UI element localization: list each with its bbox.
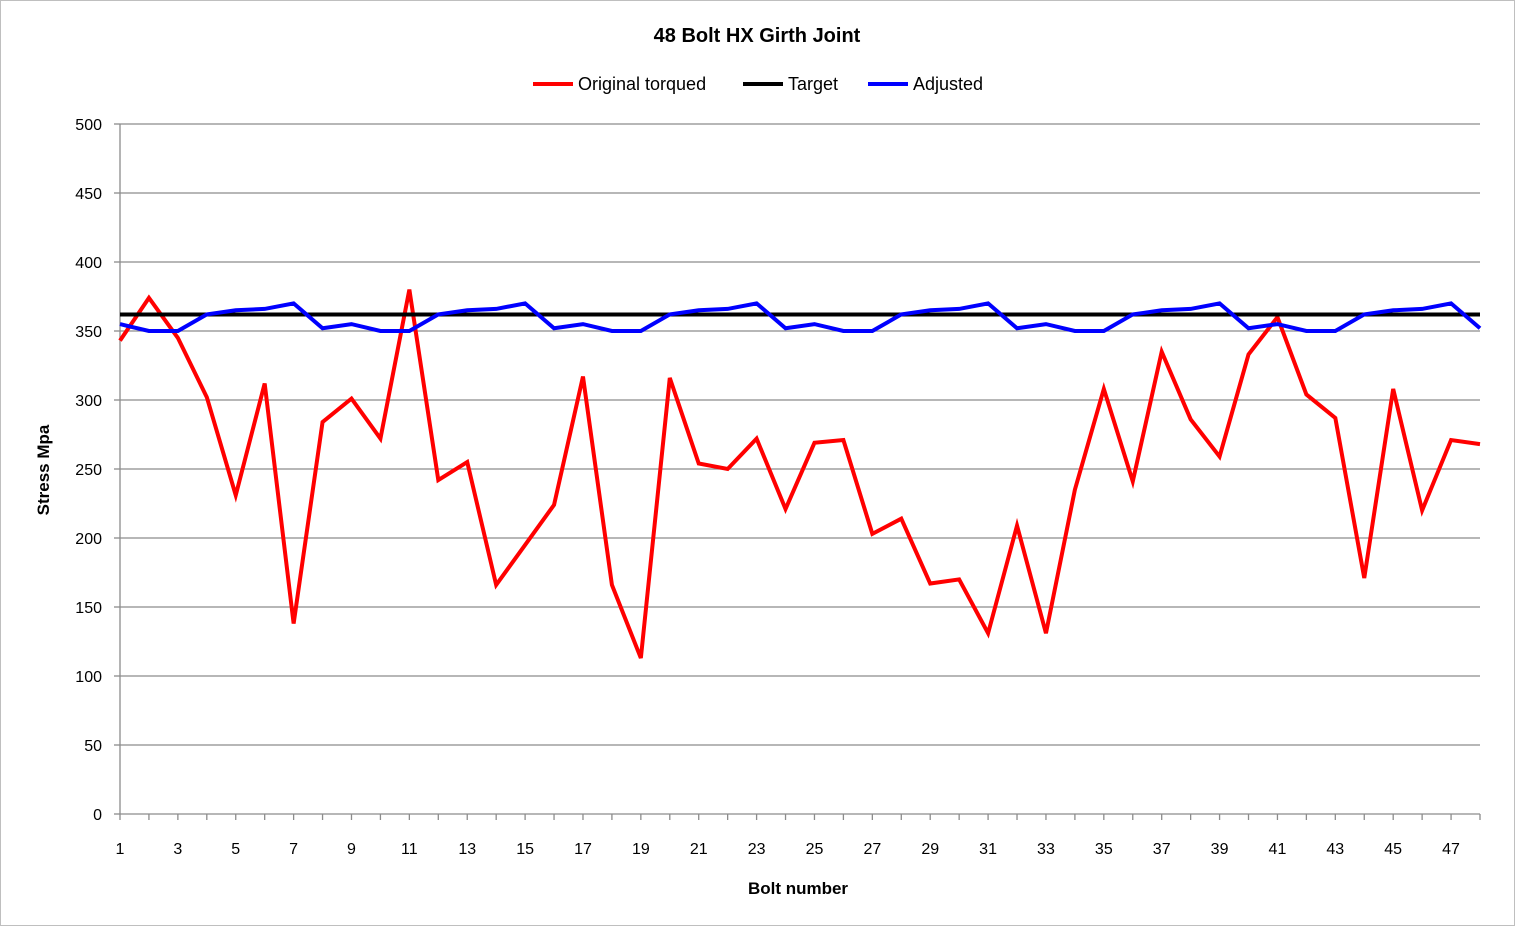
y-tick-label: 300: [75, 393, 102, 410]
x-tick-label: 23: [748, 841, 766, 858]
x-tick-label: 19: [632, 841, 650, 858]
y-tick-label: 100: [75, 669, 102, 686]
x-tick-label: 5: [231, 841, 240, 858]
series-lines: [118, 289, 1482, 659]
legend: Original torqued Target Adjusted: [533, 74, 983, 94]
x-tick-label: 11: [401, 841, 418, 858]
x-tick-label: 7: [289, 841, 298, 858]
x-tick-label: 35: [1095, 841, 1113, 858]
y-tick-label: 250: [75, 462, 102, 479]
y-tick-label: 200: [75, 531, 102, 548]
x-tick-label: 15: [516, 841, 534, 858]
x-axis-ticks: 1 3 5 7 9 11 13 15 17 19 21 23 25 27 29 31 33 35 37 39 41 43 4…: [116, 814, 1481, 858]
x-tick-label: 13: [458, 841, 476, 858]
y-axis-label: Stress Mpa: [34, 424, 53, 515]
series-line-original-torqued: [118, 289, 1481, 659]
x-tick-label: 21: [690, 841, 708, 858]
x-tick-label: 41: [1269, 841, 1287, 858]
legend-label-target: Target: [788, 74, 838, 94]
y-tick-label: 0: [93, 807, 102, 824]
x-tick-label: 45: [1384, 841, 1402, 858]
gridlines: [120, 123, 1480, 746]
x-tick-label: 47: [1442, 841, 1460, 858]
x-tick-label: 39: [1211, 841, 1229, 858]
y-tick-label: 50: [84, 738, 102, 755]
x-tick-label: 17: [574, 841, 592, 858]
x-tick-label: 27: [863, 841, 881, 858]
x-tick-label: 37: [1153, 841, 1171, 858]
chart-title: 48 Bolt HX Girth Joint: [654, 25, 861, 47]
x-tick-label: 43: [1326, 841, 1344, 858]
y-tick-label: 400: [75, 255, 102, 272]
x-axis-label: Bolt number: [748, 879, 848, 898]
legend-label-original-torqued: Original torqued: [578, 74, 706, 94]
legend-label-adjusted: Adjusted: [913, 74, 983, 94]
y-tick-label: 150: [75, 600, 102, 617]
y-axis-ticks: 0 50 100 150 200 250 300 350 400 450 500: [75, 117, 120, 824]
x-tick-label: 1: [116, 841, 125, 858]
x-tick-label: 9: [347, 841, 356, 858]
x-tick-label: 3: [173, 841, 182, 858]
y-tick-label: 350: [75, 324, 102, 341]
y-tick-label: 450: [75, 186, 102, 203]
x-tick-label: 29: [921, 841, 939, 858]
x-tick-label: 33: [1037, 841, 1055, 858]
x-tick-label: 25: [806, 841, 824, 858]
series-line-adjusted: [119, 301, 1482, 333]
y-tick-label: 500: [75, 117, 102, 134]
x-tick-label: 31: [979, 841, 997, 858]
